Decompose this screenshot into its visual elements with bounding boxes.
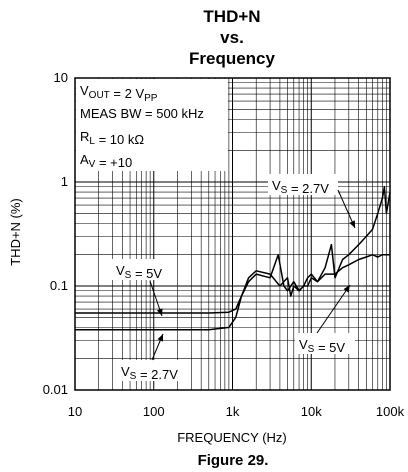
- annotation-background: [268, 174, 338, 195]
- annotation-label: VS = 2.7V: [272, 178, 329, 196]
- x-tick-label: 1k: [226, 404, 240, 419]
- y-tick-label: 10: [54, 70, 68, 85]
- annotation-label: VS = 5V: [299, 337, 345, 355]
- annotation-background: [295, 333, 355, 354]
- annotation-arrow-head: [349, 220, 355, 228]
- annotation-arrow-head: [157, 334, 164, 342]
- conditions-background: [76, 79, 228, 171]
- annotation-label: VS = 5V: [116, 263, 162, 281]
- x-tick-label: 100: [143, 404, 165, 419]
- x-axis-label: FREQUENCY (Hz): [177, 430, 287, 445]
- series-line-vs-2-7v: [75, 186, 391, 331]
- annotations: VS = 2.7V VS = 5V VS = 5V VS = 2.7V: [112, 174, 356, 382]
- condition-line: AV = +10: [80, 152, 132, 170]
- annotation-background: [112, 259, 172, 280]
- chart-title: THD+N vs. Frequency: [189, 7, 276, 68]
- y-tick-label: 1: [61, 174, 68, 189]
- x-tick-label: 10k: [301, 404, 322, 419]
- y-tick-label: 0.01: [43, 382, 68, 397]
- series-line-vs-5v: [75, 253, 390, 314]
- annotation-label: VS = 2.7V: [121, 364, 178, 382]
- condition-line: RL = 10 kΩ: [80, 129, 144, 147]
- condition-line: VOUT = 2 VPP: [80, 83, 158, 104]
- test-conditions: VOUT = 2 VPP MEAS BW = 500 kHz RL = 10 kΩ A…: [76, 79, 228, 171]
- chart-title-line-2: vs.: [220, 28, 244, 47]
- x-tick-label: 100k: [376, 404, 405, 419]
- series-group: [75, 186, 391, 331]
- annotation-arrow-head: [156, 308, 163, 316]
- chart-title-line-1: THD+N: [203, 7, 260, 26]
- tick-labels: 10 100 1k 10k 100k 0.01 0.1 1 10: [43, 70, 405, 419]
- condition-line: MEAS BW = 500 kHz: [80, 106, 204, 121]
- y-axis-label: THD+N (%): [8, 198, 23, 266]
- annotation-arrow-head: [343, 285, 350, 293]
- chart-title-line-3: Frequency: [189, 49, 276, 68]
- figure-caption: Figure 29.: [198, 452, 269, 469]
- x-tick-label: 10: [68, 404, 82, 419]
- y-tick-label: 0.1: [50, 278, 68, 293]
- annotation-arrow: [316, 284, 351, 334]
- annotation-background: [117, 360, 187, 381]
- plot-frame: [74, 77, 391, 391]
